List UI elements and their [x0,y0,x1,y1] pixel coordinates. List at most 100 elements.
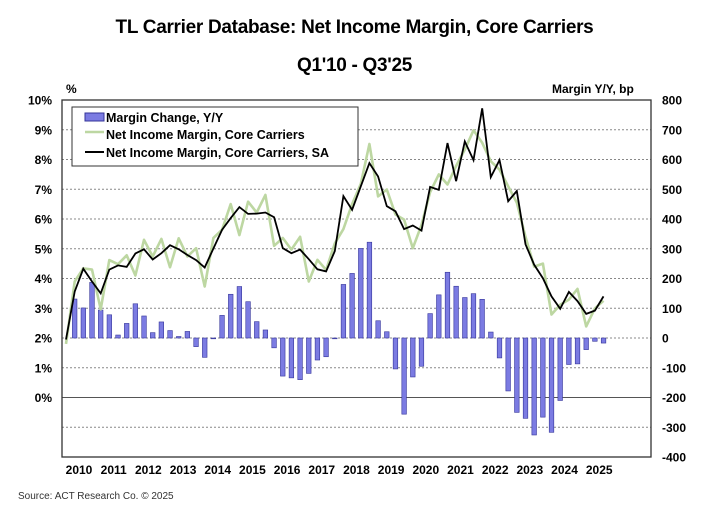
bar [340,284,347,339]
left-axis-ticks: 10% 9% 8% 7% 6% 5% 4% 3% 2% 1% 0% [28,94,52,406]
bar [280,337,286,377]
bar [124,323,130,339]
bar [574,337,581,365]
bar [288,337,295,379]
x-tick-label: 2019 [378,463,405,477]
bar [228,293,234,339]
source-note: Source: ACT Research Co. © 2025 [18,491,174,502]
line-net-income-margin-sa [65,108,605,340]
bar [332,337,338,340]
bar [531,337,537,436]
bar [202,337,208,358]
plot-frame [61,99,652,458]
right-axis-ticks: 800 700 600 500 400 300 200 100 0 -100 -200 -300 -40… [662,94,686,465]
right-tick-label: 100 [662,302,682,316]
bar [392,337,399,370]
right-tick-label: 800 [662,94,682,108]
legend-box [71,106,359,167]
bar [141,315,147,339]
left-tick-label: 5% [35,242,53,256]
bar [262,329,269,339]
x-tick-label: 2021 [447,463,474,477]
bar [514,337,520,413]
legend: Margin Change, Y/Y Net Income Margin, Co… [71,106,359,167]
bar [436,294,442,339]
bar [150,332,156,339]
x-tick-label: 2018 [343,463,370,477]
left-tick-label: 8% [35,153,53,167]
x-tick-label: 2011 [101,463,127,477]
bar [349,273,355,339]
bar [583,337,589,350]
bar [488,331,494,339]
bar [470,293,477,339]
legend-label-margin-change: Margin Change, Y/Y [106,111,224,125]
left-tick-label: 1% [35,361,53,375]
legend-label-net-income-margin: Net Income Margin, Core Carriers [106,128,305,142]
bar [236,286,243,339]
bar-series-margin-change [72,241,607,436]
bar [522,337,529,419]
bar [176,336,182,339]
bar [462,297,468,339]
right-tick-label: 700 [662,123,682,137]
line-net-income-margin [64,129,605,345]
bar [132,303,138,339]
bar [384,331,390,339]
x-tick-label: 2015 [239,463,266,477]
bar [210,337,216,340]
bar [418,337,425,367]
bar [72,298,78,339]
right-tick-label: -200 [662,391,686,405]
chart-subtitle: Q1'10 - Q3'25 [297,55,412,76]
left-tick-label: 9% [35,123,53,137]
right-tick-label: 400 [662,213,682,227]
bar [427,313,433,339]
bar [600,337,607,344]
legend-swatch-bar [84,112,105,122]
right-tick-label: -400 [662,451,686,465]
x-tick-label: 2017 [308,463,335,477]
bar [358,248,364,339]
bar [98,309,104,339]
left-tick-label: 4% [35,272,53,286]
bar [401,337,407,415]
bar [540,337,546,418]
bar [80,307,86,339]
left-tick-label: 2% [35,332,53,346]
bar [496,337,503,359]
bar [592,337,598,342]
left-tick-label: 10% [28,94,52,108]
bar [115,334,121,339]
x-tick-label: 2010 [66,463,93,477]
bar [106,314,112,339]
x-tick-label: 2016 [274,463,301,477]
right-tick-label: 300 [662,242,682,256]
chart-title: TL Carrier Database: Net Income Margin, … [115,17,594,38]
bar [167,330,173,339]
left-tick-label: 0% [35,391,53,405]
left-tick-label: 6% [35,213,53,227]
bar [158,321,164,339]
right-tick-label: 500 [662,183,682,197]
bar [366,241,373,339]
bar [245,301,251,339]
x-tick-label: 2024 [551,463,578,477]
bar [89,282,95,339]
bar [453,285,459,339]
bar [444,271,451,339]
bar [219,315,225,339]
x-tick-label: 2013 [170,463,197,477]
bar [314,337,321,361]
bar [297,337,303,380]
bar [193,337,199,347]
right-tick-label: 0 [662,332,669,346]
legend-label-net-income-margin-sa: Net Income Margin, Core Carriers, SA [106,146,329,160]
right-tick-label: -300 [662,421,686,435]
right-axis-title: Margin Y/Y, bp [552,82,634,96]
x-tick-label: 2014 [204,463,231,477]
right-tick-label: 600 [662,153,682,167]
x-tick-label: 2020 [412,463,439,477]
left-axis-title: % [66,82,77,96]
